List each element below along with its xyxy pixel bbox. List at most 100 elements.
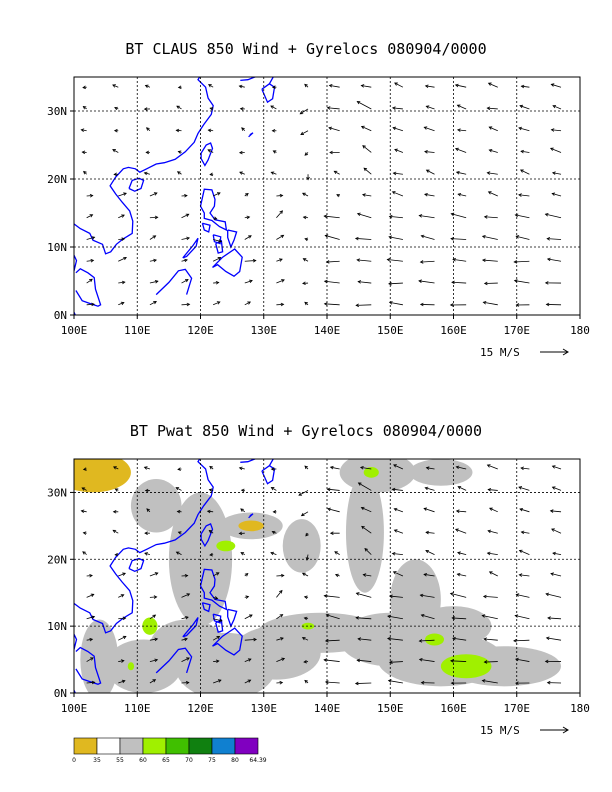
wind-vector-head [280,302,285,307]
wind-vector [362,145,372,153]
wind-vector-head [328,84,333,88]
wind-vector-head [425,169,430,173]
coastline [212,248,243,277]
wind-vector [356,617,372,620]
wind-vector [330,466,340,470]
wind-vector [394,529,404,534]
wind-vector-head [302,192,306,196]
wind-vector-head [120,301,125,306]
wind-vector-head [394,82,398,86]
wind-vector-head [89,278,93,283]
wind-vector-head [451,616,456,620]
wind-vector [327,488,340,491]
wind-vector-head [424,84,429,88]
wind-vector [483,301,498,306]
wind-vector-head [551,192,556,196]
wind-vector-head [550,128,555,132]
wind-vector [149,259,157,262]
wind-vector-head [546,237,551,241]
wind-vector-head [114,488,119,492]
wind-vector-head [518,486,523,490]
wind-vector-head [487,191,492,195]
x-tick-label: 160E [440,324,467,337]
x-tick-label: 170E [504,324,531,337]
wind-vector [86,616,95,620]
wind-vector-head [355,592,360,596]
wind-vector [360,466,372,470]
wind-vector-head [488,571,493,575]
reference-vector-label: 15 M/S [480,724,520,737]
wind-vector [488,191,498,197]
wind-vector-head [551,486,556,490]
wind-vector-head [90,593,95,597]
pwat-shade [142,617,158,635]
pwat-shade [282,519,321,573]
wind-vector-head [546,680,551,685]
coastline [199,568,228,611]
wind-vector [271,171,277,175]
wind-vector [363,167,372,175]
pwat-shade [440,654,492,679]
wind-vector-head [392,571,397,575]
pwat-shade [301,622,315,630]
wind-vector-head [270,105,274,109]
wind-vector [388,680,403,684]
wind-vector [518,194,530,197]
wind-vector [149,596,157,598]
wind-vector-head [186,236,191,241]
wind-vector [244,235,252,240]
wind-vector-head [122,616,127,621]
wind-vector-head [544,212,549,217]
wind-vector [394,149,404,153]
wind-vector-head [303,595,308,599]
wind-vector [392,553,403,556]
x-tick-label: 100E [61,324,88,337]
wind-vector-head [238,84,243,89]
wind-vector [520,150,530,153]
wind-vector-head [247,301,251,305]
wind-vector-head [552,551,556,556]
wind-vector-head [391,191,396,195]
wind-vector [551,83,562,88]
coastline [240,459,257,463]
coastline [155,268,193,296]
wind-vector [212,572,220,577]
wind-vector-head [334,551,338,555]
wind-vector-head [207,128,212,133]
wind-vector-head [481,258,486,263]
wind-vector-head [208,488,213,492]
wind-vector-head [214,596,219,600]
wind-vector-head [303,616,308,621]
wind-vector-head [177,85,182,90]
wind-vector-head [323,594,328,598]
wind-vector-head [457,551,461,555]
wind-vector [112,84,119,88]
wind-vector-head [334,573,339,578]
wind-vector-head [206,509,211,514]
wind-vector [364,548,372,555]
wind-vector-head [120,594,125,598]
wind-vector [456,510,467,513]
coastline [199,188,228,232]
wind-vector-head [449,303,454,307]
wind-vector-head [357,280,362,284]
x-tick-label: 110E [124,324,151,337]
x-tick-label: 110E [124,702,151,715]
wind-vector-head [391,551,396,556]
wind-vector [519,550,530,555]
wind-vector [361,526,372,534]
wind-vector [270,105,277,110]
wind-vector [426,531,435,534]
wind-vector-head [419,302,424,307]
wind-vector [244,639,257,641]
wind-vector-head [518,573,523,577]
wind-vector-head [270,487,275,491]
wind-vector-head [216,636,221,640]
wind-vector-head [355,303,360,308]
wind-vector [487,464,498,470]
colorbar-label: 64.39 [249,757,266,764]
wind-vector [513,639,530,642]
colorbar-label: 0 [72,757,76,764]
wind-vector [361,85,372,88]
wind-vector-head [487,487,492,492]
